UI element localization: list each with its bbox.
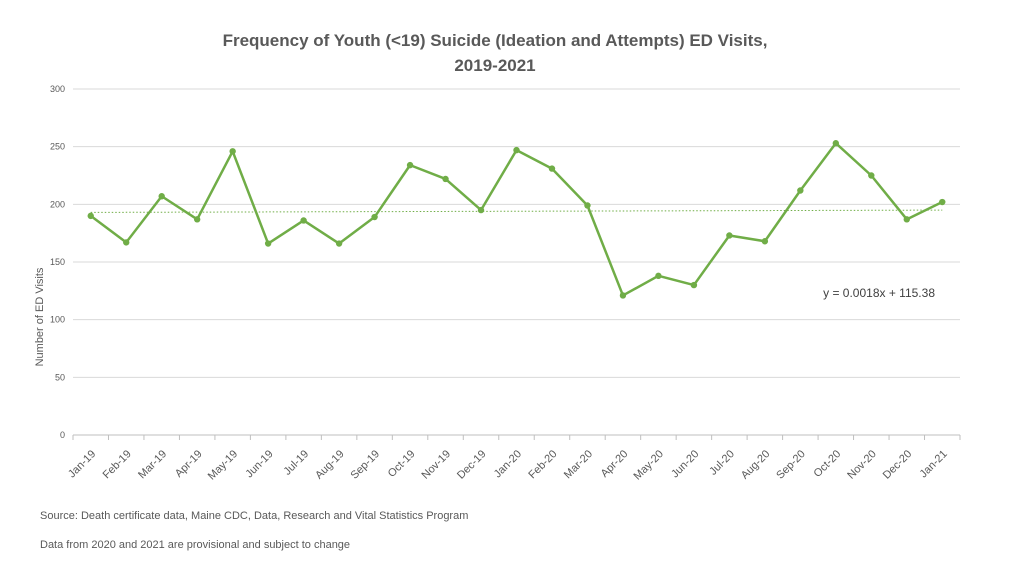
x-tick-label: Sep-19: [349, 448, 383, 482]
y-tick-label: 200: [50, 199, 65, 209]
x-tick-label: Jun-19: [243, 448, 275, 480]
x-tick-label: Jul-20: [707, 448, 737, 478]
data-point: [335, 240, 343, 247]
series-line: [89, 141, 943, 297]
data-point: [513, 146, 520, 154]
data-point: [442, 175, 449, 183]
source-note: Source: Death certificate data, Maine CD…: [40, 510, 469, 522]
x-tick-label: Oct-20: [812, 448, 844, 480]
x-tick-label: Oct-19: [386, 448, 418, 480]
x-tick-label: Sep-20: [774, 448, 808, 482]
x-tick-label: Nov-19: [420, 448, 454, 482]
y-tick-label: 300: [50, 84, 65, 94]
data-point: [832, 140, 840, 147]
data-point: [406, 161, 414, 169]
data-point: [300, 217, 307, 224]
x-tick-label: Jan-19: [66, 448, 98, 480]
y-tick-label: 50: [55, 372, 65, 382]
x-tick-label: Mar-19: [136, 448, 169, 481]
data-point: [584, 202, 591, 209]
x-tick-label: Mar-20: [562, 448, 595, 481]
x-tick-label: Apr-20: [599, 448, 631, 480]
x-tick-label: Aug-20: [739, 448, 773, 482]
data-point: [264, 240, 272, 247]
data-point: [477, 206, 485, 214]
x-tick-label: Apr-19: [173, 448, 205, 480]
trendline: [90, 209, 943, 213]
x-tick-label: Jan-20: [492, 448, 524, 480]
data-point: [726, 232, 733, 239]
y-tick-label: 0: [60, 430, 65, 440]
x-tick-label: Feb-20: [526, 448, 559, 481]
data-point: [158, 193, 165, 200]
data-point: [229, 148, 236, 155]
data-point: [619, 292, 627, 299]
data-point: [797, 187, 804, 194]
data-point: [123, 239, 130, 246]
y-tick-label: 150: [50, 257, 65, 267]
chart-title-line-1: Frequency of Youth (<19) Suicide (Ideati…: [222, 31, 768, 50]
y-tick-label: 250: [50, 142, 65, 152]
y-tick-label: 100: [50, 315, 65, 325]
x-tick-label: May-20: [632, 448, 666, 482]
x-tick-label: Aug-19: [313, 448, 347, 482]
x-tick-label: Feb-19: [101, 448, 134, 481]
data-point: [903, 216, 910, 223]
data-point: [87, 212, 94, 220]
x-tick-label: Jan-21: [918, 448, 950, 480]
data-point: [548, 165, 556, 172]
data-point: [761, 238, 769, 245]
chart-title-line-2: 2019-2021: [454, 56, 536, 75]
data-point: [371, 213, 378, 221]
data-point: [690, 281, 698, 289]
data-point: [655, 272, 662, 280]
data-point: [868, 172, 875, 179]
trendline-equation: y = 0.0018x + 115.38: [823, 286, 935, 300]
x-tick-label: Nov-20: [845, 448, 879, 482]
y-axis-label: Number of ED Visits: [34, 267, 46, 366]
x-tick-label: Dec-19: [455, 448, 489, 482]
x-tick-label: Dec-20: [881, 448, 915, 482]
chart-title: Frequency of Youth (<19) Suicide (Ideati…: [0, 28, 990, 78]
x-tick-label: Jun-20: [669, 448, 701, 480]
x-tick-label: Jul-19: [282, 448, 312, 478]
data-point: [939, 198, 946, 206]
data-point: [193, 216, 201, 223]
x-tick-label: May-19: [206, 448, 240, 482]
provisional-note: Data from 2020 and 2021 are provisional …: [40, 539, 351, 551]
